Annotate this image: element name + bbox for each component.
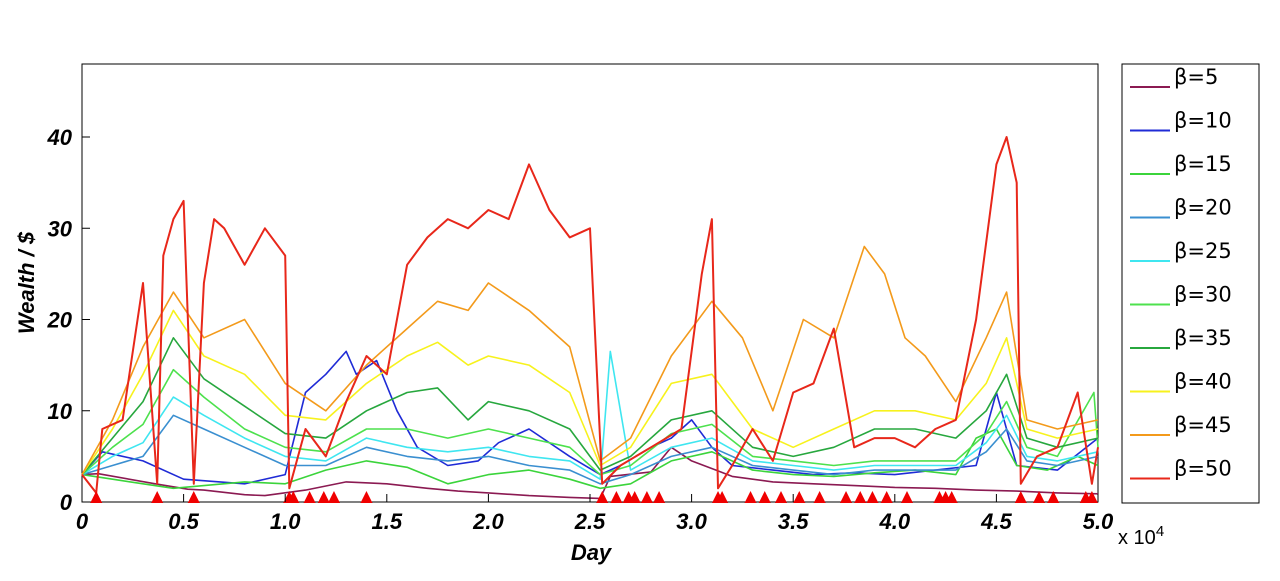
series-line-4	[81, 414, 1099, 485]
series-line-9	[81, 245, 1099, 475]
reset-marker	[775, 491, 788, 503]
x-tick-label: 4.0	[879, 509, 911, 534]
x-tick-label: 3.5	[778, 509, 809, 534]
x-tick-label: 1.5	[372, 509, 403, 534]
reset-marker	[866, 491, 879, 503]
reset-markers	[90, 491, 1098, 503]
y-tick-label: 0	[60, 490, 73, 515]
reset-marker	[900, 491, 913, 503]
legend-label: β=50	[1174, 457, 1232, 481]
reset-marker	[187, 491, 200, 503]
reset-marker	[640, 491, 653, 503]
y-axis: 0 10 20 30 40	[47, 125, 90, 515]
x-tick-label: 4.5	[980, 509, 1012, 534]
reset-marker	[287, 491, 300, 503]
x-tick-label: 1.0	[270, 509, 301, 534]
reset-marker	[1014, 491, 1027, 503]
reset-marker	[945, 491, 958, 503]
x-multiplier-base: x 10	[1118, 527, 1156, 549]
reset-marker	[90, 491, 103, 503]
reset-marker	[360, 491, 373, 503]
reset-marker	[854, 491, 867, 503]
reset-marker	[596, 491, 609, 503]
x-tick-label: 3.0	[676, 509, 707, 534]
series-layer	[81, 136, 1099, 500]
legend-label: β=35	[1174, 326, 1232, 350]
y-tick-label: 30	[48, 216, 73, 241]
x-axis: 0 0.5 1.0 1.5 2.0 2.5 3.0 3.5 4.0 4.5 5.0	[76, 494, 1114, 534]
reset-marker	[653, 491, 666, 503]
reset-marker	[628, 491, 641, 503]
reset-marker	[1047, 491, 1060, 503]
x-axis-title: Day	[571, 540, 613, 565]
reset-marker	[327, 491, 340, 503]
legend-label: β=30	[1174, 283, 1232, 307]
reset-marker	[1085, 491, 1098, 503]
x-tick-label: 0	[76, 509, 89, 534]
legend-label: β=25	[1174, 239, 1232, 263]
series-line-5	[81, 350, 1099, 481]
x-tick-label: 5.0	[1083, 509, 1114, 534]
plot-frame	[81, 63, 1099, 503]
reset-marker	[716, 491, 729, 503]
legend-label: β=45	[1174, 413, 1232, 437]
x-multiplier-label: x 104	[1118, 523, 1164, 549]
reset-marker	[813, 491, 826, 503]
legend-label: β=10	[1174, 109, 1232, 133]
series-line-8	[81, 309, 1099, 476]
y-axis-title: Wealth / $	[14, 231, 39, 334]
series-line-3	[81, 428, 1099, 490]
reset-marker	[1033, 491, 1046, 503]
x-tick-label: 2.5	[574, 509, 606, 534]
legend-label: β=20	[1174, 196, 1232, 220]
reset-marker	[744, 491, 757, 503]
legend-label: β=5	[1174, 65, 1218, 89]
reset-marker	[317, 491, 330, 503]
reset-marker	[151, 491, 164, 503]
reset-marker	[840, 491, 853, 503]
series-line-2	[81, 350, 1099, 485]
reset-marker	[793, 491, 806, 503]
series-line-7	[81, 336, 1099, 476]
y-tick-label: 40	[47, 125, 73, 150]
legend-label: β=40	[1174, 370, 1232, 394]
legend: β=5 β=10 β=15 β=20 β=25 β=30 β=35 β=40 β=45 β=50	[1130, 65, 1232, 481]
x-tick-label: 2.0	[472, 509, 504, 534]
legend-label: β=15	[1174, 152, 1232, 176]
x-multiplier-exponent: 4	[1156, 523, 1164, 540]
y-tick-label: 20	[47, 308, 73, 333]
series-line-10	[81, 136, 1099, 494]
y-tick-label: 10	[48, 399, 73, 424]
reset-marker	[880, 491, 893, 503]
reset-marker	[303, 491, 316, 503]
reset-marker	[758, 491, 771, 503]
reset-marker	[610, 491, 623, 503]
x-tick-label: 0.5	[168, 509, 199, 534]
legend-box	[1121, 63, 1260, 504]
